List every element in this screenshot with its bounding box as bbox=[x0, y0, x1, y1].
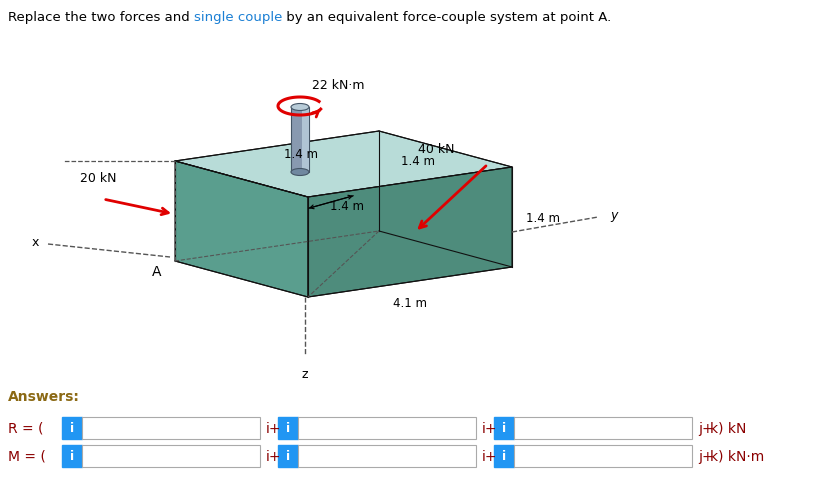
Text: k) kN·m: k) kN·m bbox=[710, 449, 765, 463]
FancyBboxPatch shape bbox=[494, 445, 514, 467]
Polygon shape bbox=[291, 108, 309, 173]
Text: j+: j+ bbox=[698, 421, 714, 435]
Text: R = (: R = ( bbox=[8, 421, 43, 435]
FancyBboxPatch shape bbox=[62, 445, 82, 467]
FancyBboxPatch shape bbox=[494, 417, 514, 439]
Text: 40 kN: 40 kN bbox=[418, 143, 455, 156]
Text: M = (: M = ( bbox=[8, 449, 46, 463]
Text: i+: i+ bbox=[482, 421, 498, 435]
Text: i: i bbox=[502, 422, 506, 435]
Ellipse shape bbox=[291, 104, 309, 111]
Text: 22 kN·m: 22 kN·m bbox=[312, 79, 365, 92]
Polygon shape bbox=[308, 167, 512, 297]
Text: i: i bbox=[286, 450, 290, 463]
Text: x: x bbox=[31, 236, 38, 249]
Text: 1.4 m: 1.4 m bbox=[330, 200, 364, 213]
FancyBboxPatch shape bbox=[514, 417, 692, 439]
Text: i: i bbox=[70, 450, 74, 463]
FancyBboxPatch shape bbox=[62, 417, 82, 439]
Text: 1.4 m: 1.4 m bbox=[401, 155, 435, 167]
Text: A: A bbox=[153, 264, 162, 278]
Text: k) kN: k) kN bbox=[710, 421, 747, 435]
Text: by an equivalent force-couple system at point A.: by an equivalent force-couple system at … bbox=[282, 11, 612, 24]
FancyBboxPatch shape bbox=[298, 445, 476, 467]
Text: single couple: single couple bbox=[194, 11, 282, 24]
Text: Answers:: Answers: bbox=[8, 389, 80, 403]
Text: j+: j+ bbox=[698, 449, 714, 463]
FancyBboxPatch shape bbox=[298, 417, 476, 439]
Text: y: y bbox=[610, 208, 618, 221]
FancyBboxPatch shape bbox=[278, 445, 298, 467]
Polygon shape bbox=[302, 108, 309, 173]
Text: i: i bbox=[70, 422, 74, 435]
Text: i: i bbox=[502, 450, 506, 463]
Text: i+: i+ bbox=[266, 449, 282, 463]
FancyBboxPatch shape bbox=[82, 417, 260, 439]
Text: 1.4 m: 1.4 m bbox=[285, 148, 318, 161]
Polygon shape bbox=[175, 132, 512, 197]
Text: z: z bbox=[302, 367, 308, 380]
Ellipse shape bbox=[291, 169, 309, 176]
Text: Replace the two forces and: Replace the two forces and bbox=[8, 11, 194, 24]
FancyBboxPatch shape bbox=[278, 417, 298, 439]
FancyBboxPatch shape bbox=[82, 445, 260, 467]
Polygon shape bbox=[175, 162, 308, 297]
Text: 4.1 m: 4.1 m bbox=[393, 296, 427, 309]
FancyBboxPatch shape bbox=[514, 445, 692, 467]
Text: i: i bbox=[286, 422, 290, 435]
Text: 20 kN: 20 kN bbox=[80, 172, 117, 184]
Text: i+: i+ bbox=[482, 449, 498, 463]
Text: i+: i+ bbox=[266, 421, 282, 435]
Text: 1.4 m: 1.4 m bbox=[526, 211, 560, 224]
